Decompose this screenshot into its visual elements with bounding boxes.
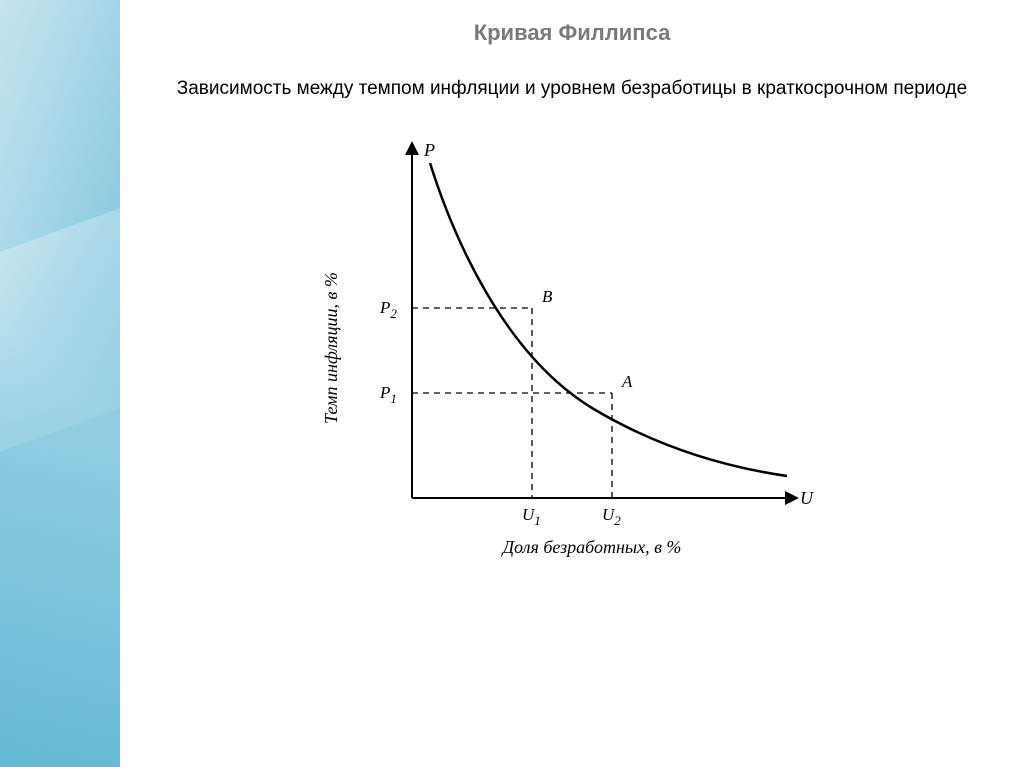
slide-subtitle: Зависимость между темпом инфляции и уров…: [150, 76, 994, 103]
slide-title: Кривая Филлипса: [150, 20, 994, 46]
svg-text:P2: P2: [379, 298, 397, 321]
svg-text:U: U: [800, 488, 814, 508]
decorative-sidebar: [0, 0, 120, 767]
phillips-curve-chart: P U B A P2 P1 U1 U2 Темп инфляции, в % Доля безра…: [302, 118, 842, 578]
svg-text:P: P: [423, 140, 435, 160]
svg-text:P1: P1: [379, 383, 397, 406]
main-content: Кривая Филлипса Зависимость между темпом…: [120, 0, 1024, 767]
svg-text:U2: U2: [602, 505, 621, 528]
chart-container: P U B A P2 P1 U1 U2 Темп инфляции, в % Доля безра…: [150, 118, 994, 578]
svg-text:U1: U1: [522, 505, 541, 528]
svg-text:B: B: [542, 287, 553, 306]
svg-text:Темп инфляции, в %: Темп инфляции, в %: [321, 272, 341, 424]
svg-text:A: A: [621, 372, 633, 391]
svg-text:Доля безработных, в %: Доля безработных, в %: [501, 537, 682, 557]
